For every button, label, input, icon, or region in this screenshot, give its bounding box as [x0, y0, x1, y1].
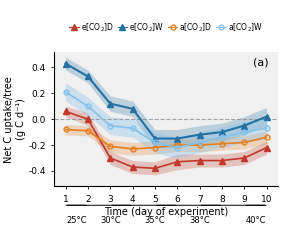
Text: 40°C: 40°C [245, 216, 266, 225]
Text: 30°C: 30°C [100, 216, 120, 225]
Legend: e[CO$_2$]D, e[CO$_2$]W, a[CO$_2$]D, a[CO$_2$]W: e[CO$_2$]D, e[CO$_2$]W, a[CO$_2$]D, a[CO… [66, 18, 266, 37]
Text: 25°C: 25°C [67, 216, 87, 225]
X-axis label: Time (day of experiment): Time (day of experiment) [104, 206, 228, 217]
Text: 38°C: 38°C [189, 216, 210, 225]
Text: 35°C: 35°C [145, 216, 165, 225]
Y-axis label: Net C uptake/tree
(g C d⁻¹): Net C uptake/tree (g C d⁻¹) [4, 76, 26, 163]
Text: (a): (a) [253, 57, 269, 67]
